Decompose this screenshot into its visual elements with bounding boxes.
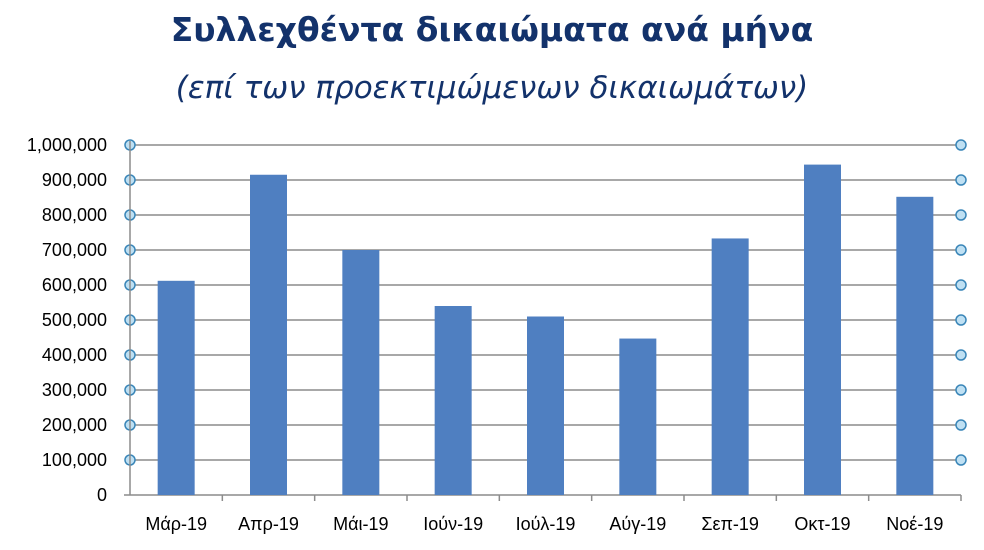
- axis-handle-right: [955, 279, 967, 291]
- x-tick-label: Σεπ-19: [701, 514, 759, 534]
- y-tick-label: 800,000: [42, 205, 107, 225]
- y-tick-label: 100,000: [42, 450, 107, 470]
- x-tick-label: Αύγ-19: [609, 514, 666, 534]
- axis-handle-right: [955, 314, 967, 326]
- axis-handle-right: [955, 139, 967, 151]
- x-tick-label: Ιούν-19: [423, 514, 483, 534]
- y-tick-label: 500,000: [42, 310, 107, 330]
- axis-handle-right: [955, 209, 967, 221]
- axis-handle-right: [955, 174, 967, 186]
- axis-handle-right: [955, 384, 967, 396]
- bar: [804, 164, 841, 495]
- axis-handle-right: [955, 349, 967, 361]
- y-tick-label: 600,000: [42, 275, 107, 295]
- bar: [342, 250, 380, 495]
- y-tick-label: 400,000: [42, 345, 107, 365]
- bar: [527, 316, 564, 495]
- chart-title: Συλλεχθέντα δικαιώματα ανά μήνα: [170, 10, 814, 49]
- x-tick-label: Οκτ-19: [794, 514, 850, 534]
- y-tick-label: 700,000: [42, 240, 107, 260]
- y-tick-label: 300,000: [42, 380, 107, 400]
- axis-handle-right: [955, 454, 967, 466]
- y-tick-label: 900,000: [42, 170, 107, 190]
- bar: [619, 338, 657, 495]
- x-tick-label: Μάι-19: [333, 514, 388, 534]
- bar: [157, 280, 195, 495]
- y-tick-label: 1,000,000: [27, 135, 107, 155]
- chart-subtitle: (επί των προεκτιμώμενων δικαιωμάτων): [175, 70, 809, 106]
- x-tick-label: Απρ-19: [238, 514, 299, 534]
- x-tick-label: Νοέ-19: [886, 514, 943, 534]
- bar: [711, 238, 749, 495]
- axis-handle-right: [955, 244, 967, 256]
- x-tick-label: Ιούλ-19: [516, 514, 576, 534]
- axis-handle-right: [955, 419, 967, 431]
- bar: [250, 174, 287, 495]
- bar: [896, 196, 934, 496]
- y-tick-label: 200,000: [42, 415, 107, 435]
- bar: [434, 306, 472, 495]
- y-tick-label: 0: [97, 485, 107, 505]
- x-tick-label: Μάρ-19: [145, 514, 207, 534]
